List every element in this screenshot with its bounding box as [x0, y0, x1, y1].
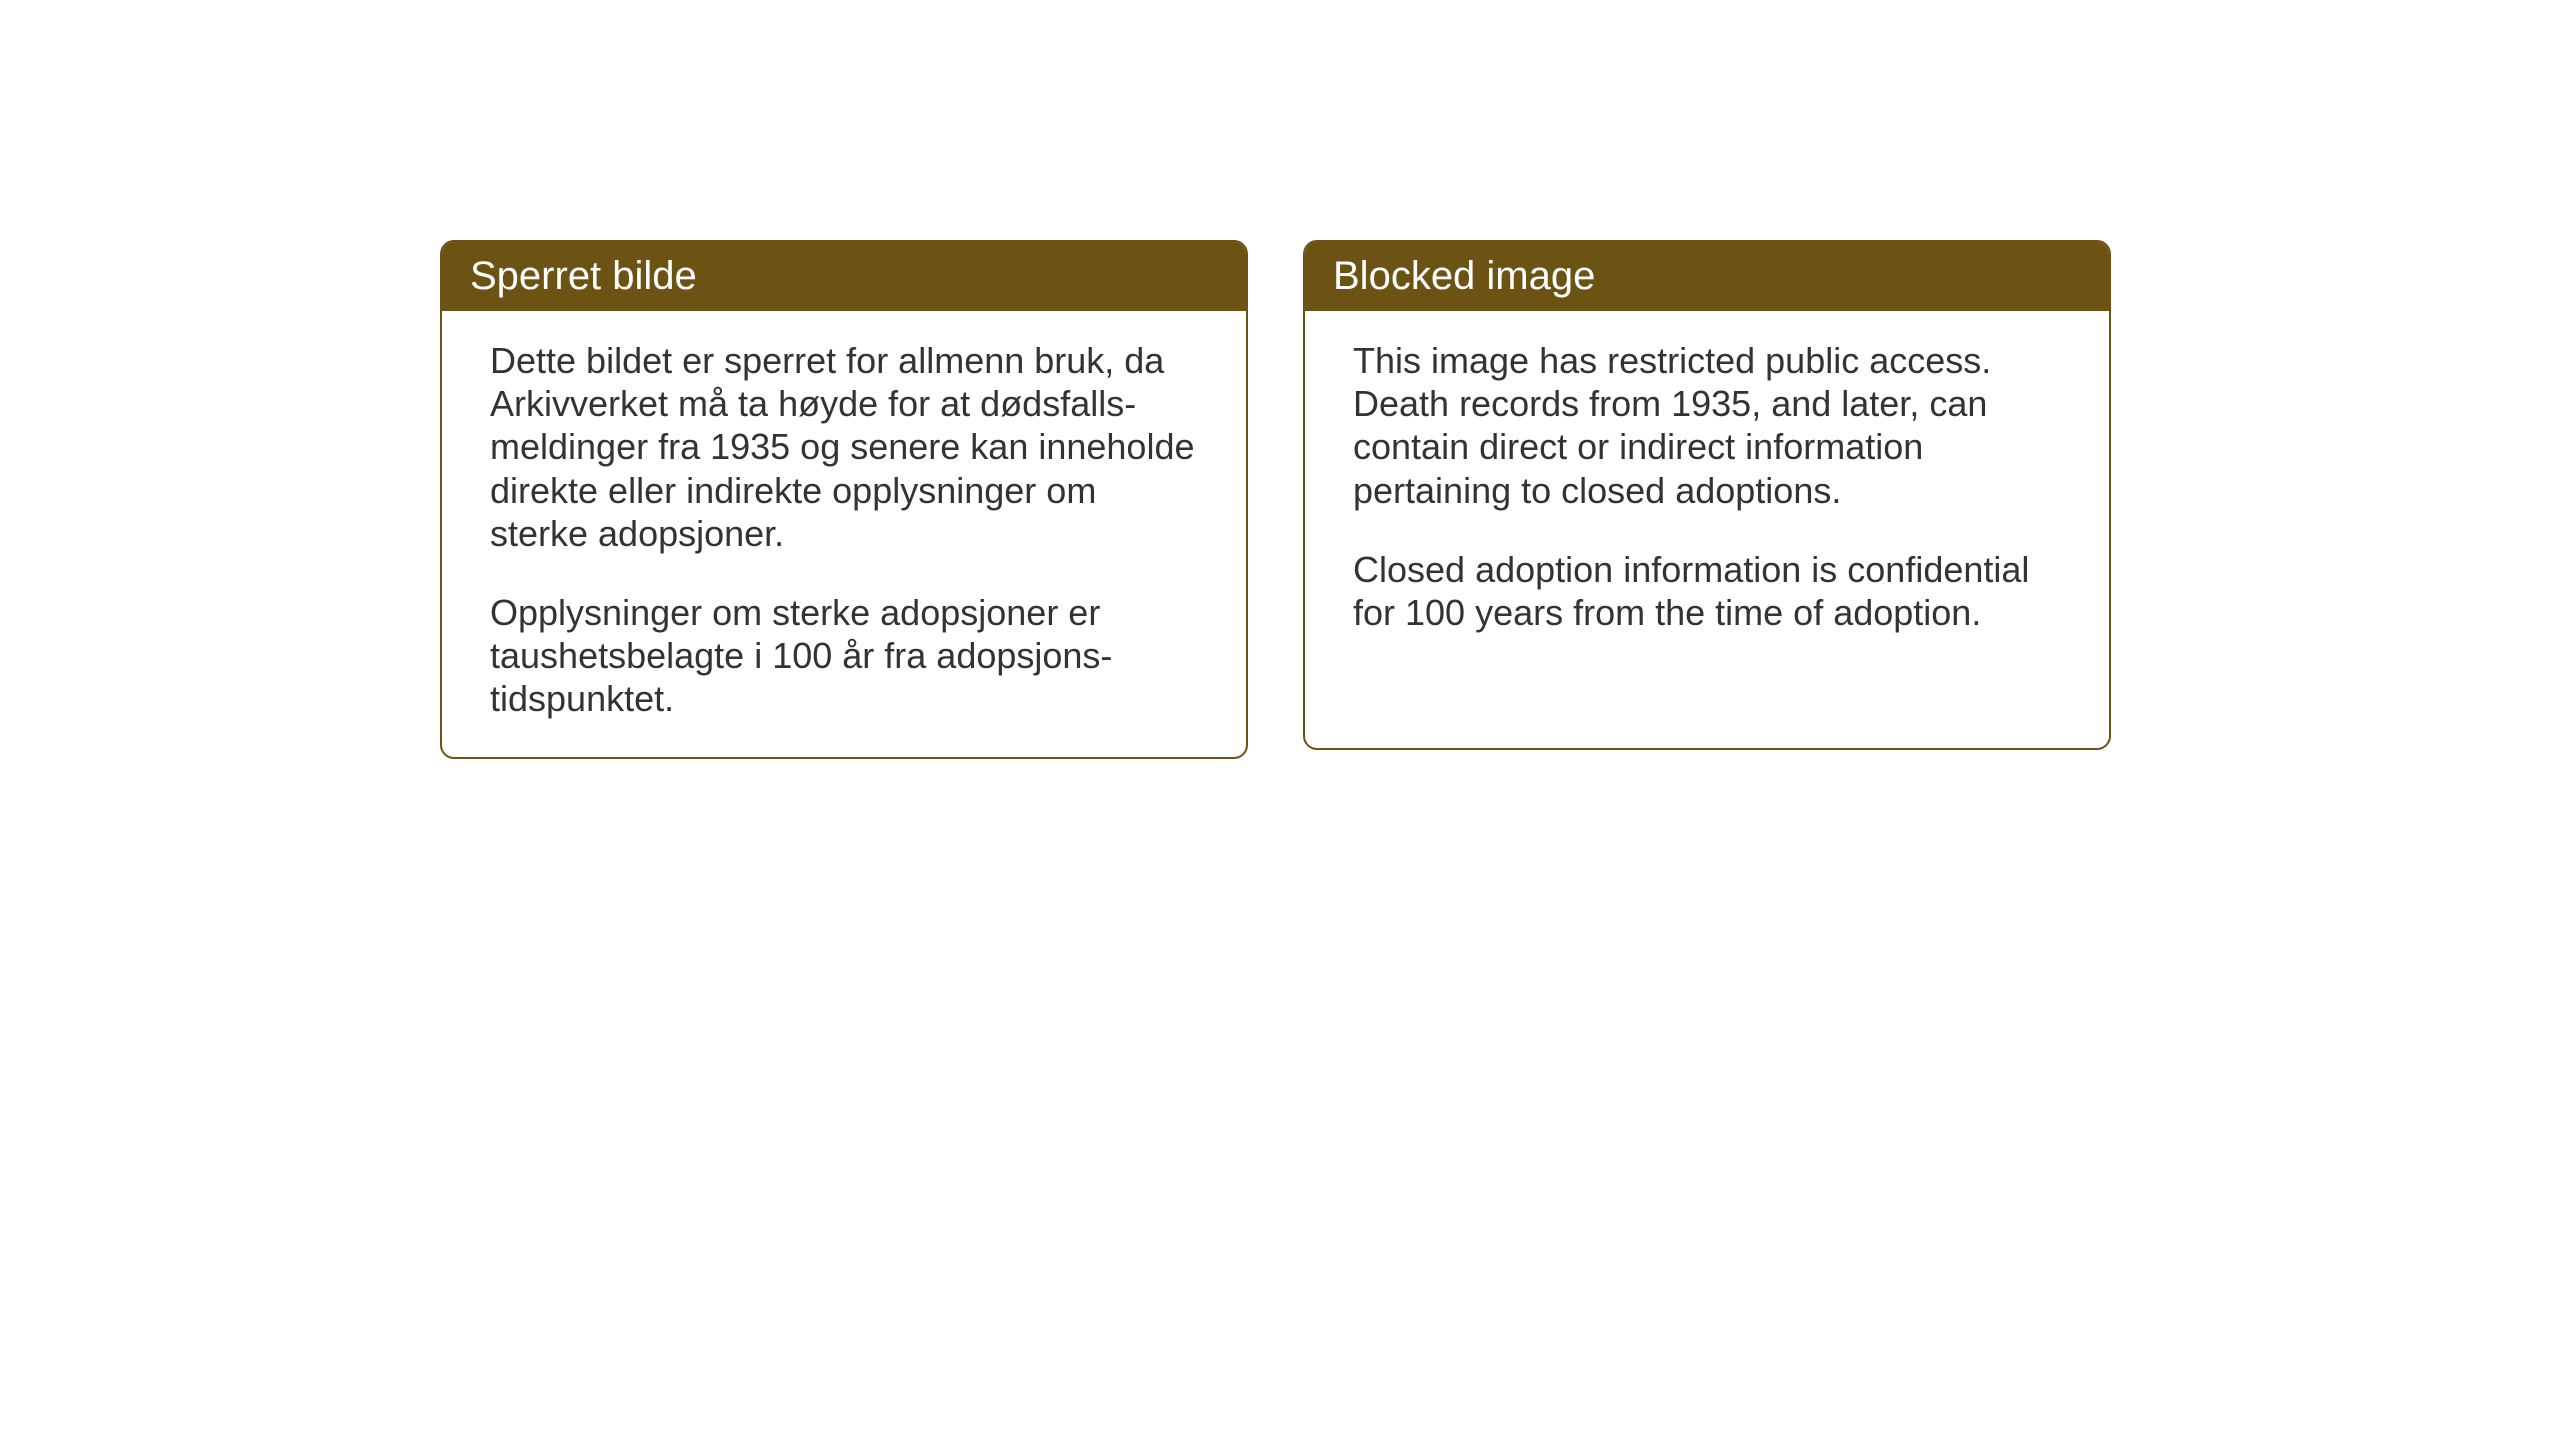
notice-container: Sperret bilde Dette bildet er sperret fo… [440, 240, 2111, 759]
card-paragraph-english-2: Closed adoption information is confident… [1353, 548, 2061, 634]
notice-card-norwegian: Sperret bilde Dette bildet er sperret fo… [440, 240, 1248, 759]
card-header-english: Blocked image [1305, 242, 2109, 311]
card-title-norwegian: Sperret bilde [470, 254, 697, 298]
card-paragraph-norwegian-2: Opplysninger om sterke adopsjoner er tau… [490, 591, 1198, 721]
card-paragraph-norwegian-1: Dette bildet er sperret for allmenn bruk… [490, 339, 1198, 555]
card-paragraph-english-1: This image has restricted public access.… [1353, 339, 2061, 512]
card-body-english: This image has restricted public access.… [1305, 311, 2109, 670]
card-title-english: Blocked image [1333, 254, 1595, 298]
notice-card-english: Blocked image This image has restricted … [1303, 240, 2111, 750]
card-header-norwegian: Sperret bilde [442, 242, 1246, 311]
card-body-norwegian: Dette bildet er sperret for allmenn bruk… [442, 311, 1246, 757]
